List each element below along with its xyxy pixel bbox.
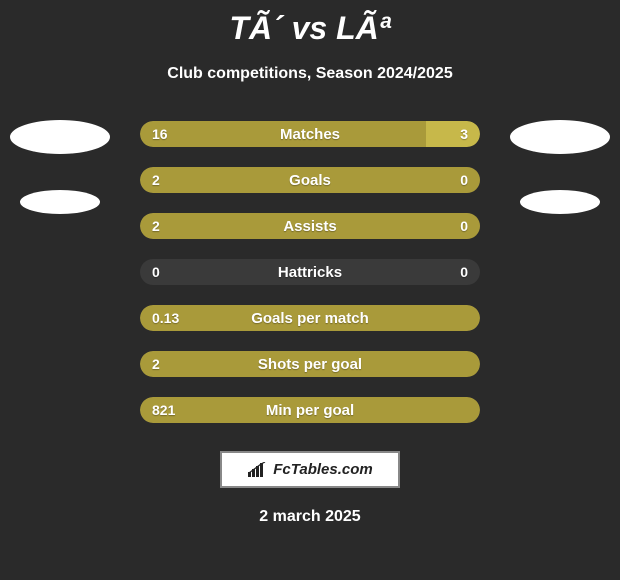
stats-bars: 163Matches 20Goals 20Assists 00Hattricks 0.1… <box>140 121 480 423</box>
stat-row: 20Assists <box>140 213 480 239</box>
stat-row: 2Shots per goal <box>140 351 480 377</box>
brand-text: FcTables.com <box>273 461 372 478</box>
avatar-right-column <box>510 120 610 214</box>
footer-date: 2 march 2025 <box>0 508 620 526</box>
stat-row: 163Matches <box>140 121 480 147</box>
brand-box[interactable]: FcTables.com <box>220 451 400 488</box>
stat-label: Assists <box>140 218 480 235</box>
avatar-left-1 <box>10 120 110 154</box>
stat-row: 821Min per goal <box>140 397 480 423</box>
stat-label: Shots per goal <box>140 356 480 373</box>
stat-row: 00Hattricks <box>140 259 480 285</box>
subtitle: Club competitions, Season 2024/2025 <box>0 65 620 83</box>
avatar-right-1 <box>510 120 610 154</box>
avatar-right-2 <box>520 190 600 214</box>
stat-label: Goals <box>140 172 480 189</box>
avatar-left-2 <box>20 190 100 214</box>
stat-label: Min per goal <box>140 402 480 419</box>
page-title: TÃ´ vs LÃª <box>0 0 620 47</box>
stat-row: 20Goals <box>140 167 480 193</box>
stat-label: Goals per match <box>140 310 480 327</box>
brand-chart-icon <box>247 462 267 478</box>
stat-label: Hattricks <box>140 264 480 281</box>
avatar-left-column <box>10 120 110 214</box>
stat-row: 0.13Goals per match <box>140 305 480 331</box>
stat-label: Matches <box>140 126 480 143</box>
